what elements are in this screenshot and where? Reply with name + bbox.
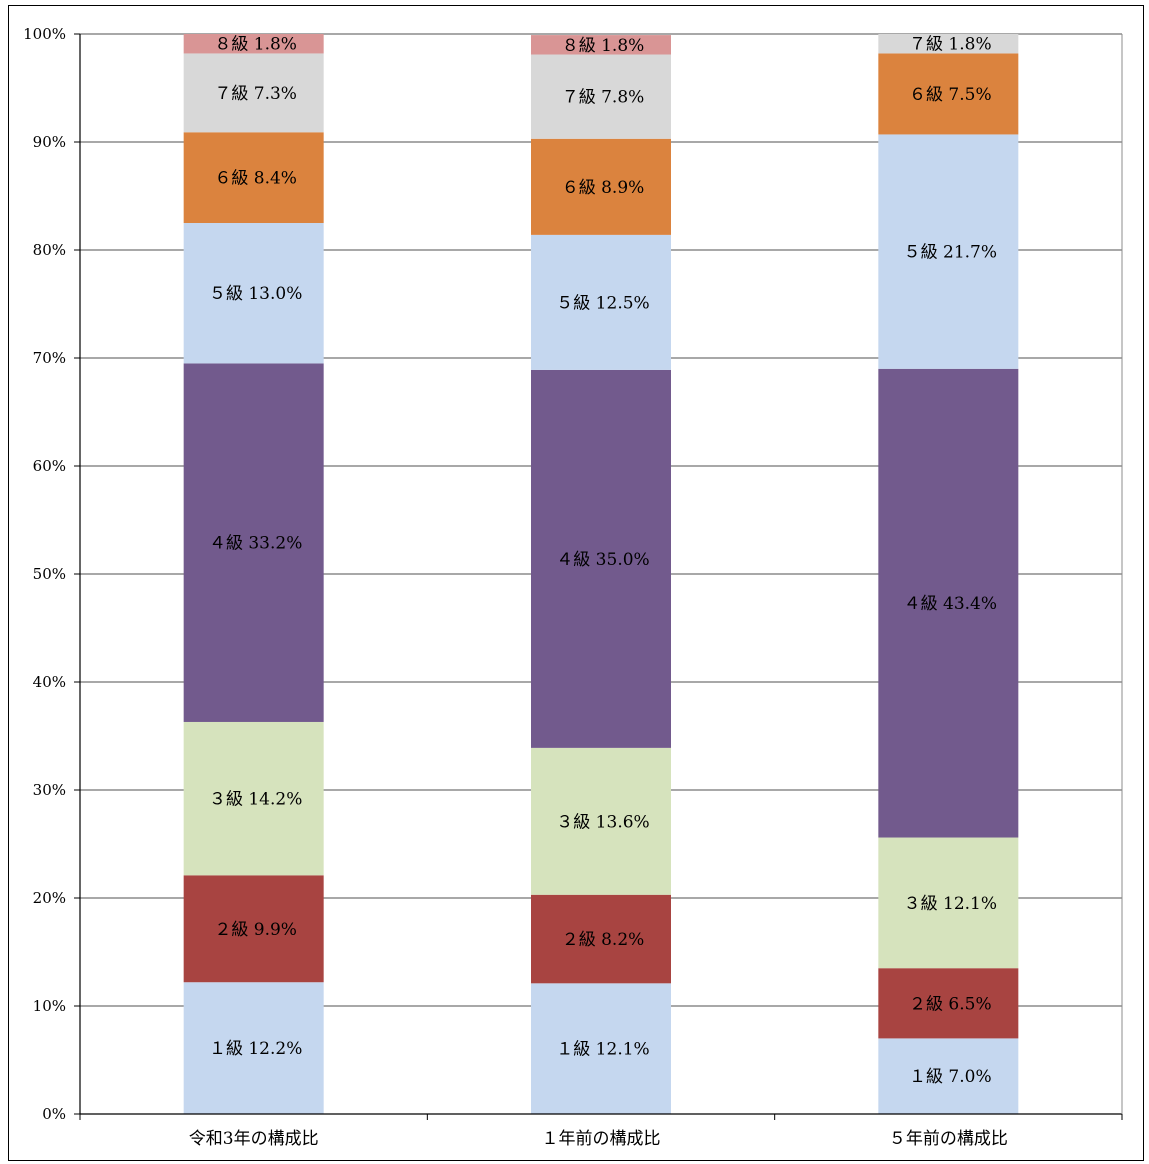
data-label: ３級 12.1% bbox=[904, 894, 997, 914]
y-tick-label: 20% bbox=[33, 889, 66, 907]
y-tick-labels: 0% 10% 20% 30% 40% 50% 60% 70% 80% 90% 100% bbox=[23, 25, 66, 1123]
y-tick-label: 60% bbox=[33, 457, 66, 475]
bar-segment bbox=[183, 982, 324, 1114]
y-tick-label: 50% bbox=[33, 565, 66, 583]
data-label: ６級 7.5% bbox=[909, 85, 992, 105]
bar-segment bbox=[531, 983, 671, 1114]
bar-segment bbox=[531, 138, 671, 235]
data-label: ５級 12.5% bbox=[556, 293, 649, 313]
data-label: １級 12.1% bbox=[556, 1040, 649, 1060]
bar-segment bbox=[531, 54, 671, 139]
x-category-labels: 令和3年の構成比 １年前の構成比 ５年前の構成比 bbox=[189, 1129, 1008, 1149]
bar-segment bbox=[878, 34, 1019, 54]
y-tick-label: 70% bbox=[33, 349, 66, 367]
bar-segment bbox=[183, 363, 324, 722]
bar-segment bbox=[878, 53, 1019, 135]
bar-segment bbox=[878, 968, 1019, 1039]
bar-segment bbox=[878, 1038, 1019, 1114]
bar-segment bbox=[183, 132, 324, 223]
data-label: ２級 9.9% bbox=[214, 920, 297, 940]
bar-segment bbox=[878, 134, 1019, 369]
data-label: ４級 33.2% bbox=[209, 534, 302, 554]
bar-segment bbox=[183, 223, 324, 364]
bar-segment bbox=[183, 34, 324, 54]
data-label: ５級 21.7% bbox=[904, 243, 997, 263]
data-label: ２級 8.2% bbox=[562, 930, 645, 950]
y-tick-label: 100% bbox=[23, 25, 66, 43]
x-category-label: １年前の構成比 bbox=[542, 1129, 661, 1149]
data-label: ８級 1.8% bbox=[562, 36, 645, 56]
bar-segment bbox=[531, 234, 671, 370]
data-label: ４級 35.0% bbox=[556, 550, 649, 570]
axes bbox=[74, 33, 1123, 1120]
data-label: ３級 13.6% bbox=[556, 812, 649, 832]
y-tick-label: 0% bbox=[42, 1105, 66, 1123]
data-label: ４級 43.4% bbox=[904, 594, 997, 614]
y-tick-label: 10% bbox=[33, 997, 66, 1015]
bar-segment bbox=[878, 368, 1019, 838]
bar-segment bbox=[531, 747, 671, 895]
data-label: ７級 7.3% bbox=[214, 84, 297, 104]
x-category-label: 令和3年の構成比 bbox=[189, 1129, 319, 1149]
y-tick-label: 40% bbox=[33, 673, 66, 691]
data-label: ６級 8.4% bbox=[214, 169, 297, 189]
data-label: ７級 7.8% bbox=[562, 88, 645, 108]
bar-segment bbox=[878, 837, 1019, 969]
data-label: ２級 6.5% bbox=[909, 994, 992, 1014]
y-tick-label: 90% bbox=[33, 133, 66, 151]
y-tick-label: 30% bbox=[33, 781, 66, 799]
bar-segment bbox=[183, 875, 324, 983]
bar-segment bbox=[531, 369, 671, 748]
x-category-label: ５年前の構成比 bbox=[889, 1129, 1008, 1149]
bar-segment bbox=[183, 53, 324, 133]
data-label: １級 12.2% bbox=[209, 1039, 302, 1059]
data-label: ６級 8.9% bbox=[562, 178, 645, 198]
data-label: ５級 13.0% bbox=[209, 284, 302, 304]
bars: １級 12.2% ２級 9.9% ３級 14.2% ４級 33.2% ５級 13.0% ６… bbox=[183, 34, 1019, 1114]
data-label: ３級 14.2% bbox=[209, 790, 302, 810]
bar-segment bbox=[531, 894, 671, 984]
bar-segment bbox=[531, 35, 671, 55]
bar-segment bbox=[183, 721, 324, 876]
data-label: ７級 1.8% bbox=[909, 35, 992, 55]
data-label: ８級 1.8% bbox=[214, 35, 297, 55]
y-tick-label: 80% bbox=[33, 241, 66, 259]
data-label: １級 7.0% bbox=[909, 1067, 992, 1087]
